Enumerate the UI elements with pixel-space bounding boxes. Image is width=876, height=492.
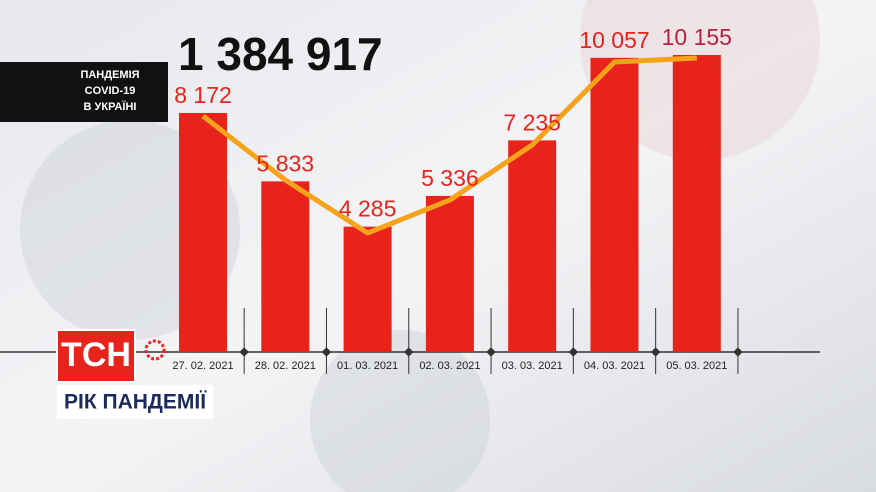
x-tick-label: 04. 03. 2021	[584, 360, 645, 372]
caption: ПАНДЕМІЯ	[80, 69, 139, 81]
bar	[179, 112, 227, 353]
value-label: 8 172	[174, 82, 232, 108]
banner-box	[57, 385, 213, 419]
value-label: 10 057	[579, 27, 649, 53]
caption-box	[0, 62, 168, 122]
separator	[239, 308, 249, 374]
value-label: 7 235	[503, 109, 561, 135]
value-label: 5 336	[421, 165, 479, 191]
logo-virus	[144, 339, 166, 361]
bar	[261, 181, 310, 352]
caption: В УКРАЇНІ	[84, 100, 137, 113]
separator	[568, 308, 579, 374]
trend-line	[201, 55, 697, 236]
x-tick-label: 28. 02. 2021	[255, 360, 316, 372]
value-label: 4 285	[339, 196, 397, 222]
separator	[486, 308, 496, 374]
x-tick-label: 27. 02. 2021	[172, 360, 233, 372]
value-label: 5 833	[257, 150, 315, 176]
caption: COVID-19	[85, 85, 136, 97]
separator	[650, 308, 661, 374]
bar	[508, 140, 557, 352]
x-tick-label: 03. 03. 2021	[502, 360, 563, 372]
logo-box	[56, 329, 136, 383]
x-tick-label: 05. 03. 2021	[666, 360, 727, 372]
bar	[343, 226, 392, 352]
chart-title: 1 384 917	[178, 28, 383, 80]
bar	[590, 57, 639, 352]
separator	[733, 308, 743, 374]
x-tick-label: 01. 03. 2021	[337, 360, 398, 372]
banner: РІК ПАНДЕМІЇ	[64, 391, 207, 414]
bar	[425, 195, 474, 352]
virus-decor	[310, 330, 490, 492]
plot: 27. 02. 2021 28. 02. 2021 01. 03. 2021 02. …	[172, 24, 743, 374]
separator	[321, 308, 332, 374]
separator	[404, 308, 414, 374]
x-tick-label: 02. 03. 2021	[419, 360, 480, 372]
logo: ТСН	[61, 336, 131, 374]
bar	[672, 54, 721, 353]
value-label: 10 155	[662, 24, 732, 50]
